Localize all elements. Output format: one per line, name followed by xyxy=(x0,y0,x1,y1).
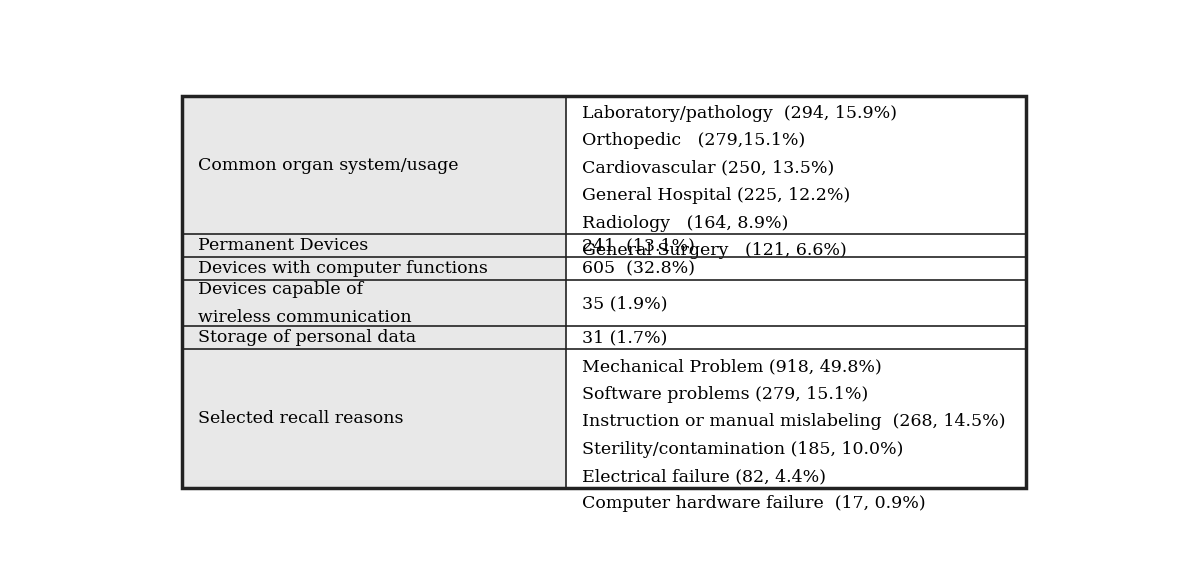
Text: Selected recall reasons: Selected recall reasons xyxy=(198,410,404,427)
Bar xyxy=(565,257,1026,280)
Text: Laboratory/pathology  (294, 15.9%)
Orthopedic   (279,15.1%)
Cardiovascular (250,: Laboratory/pathology (294, 15.9%) Orthop… xyxy=(582,105,898,259)
Bar xyxy=(565,350,1026,488)
Text: 31 (1.7%): 31 (1.7%) xyxy=(582,329,668,346)
Bar xyxy=(181,327,565,350)
Bar xyxy=(565,327,1026,350)
Bar xyxy=(565,234,1026,257)
Bar xyxy=(181,234,565,257)
Text: 241  (13.1%): 241 (13.1%) xyxy=(582,238,695,254)
Text: 605  (32.8%): 605 (32.8%) xyxy=(582,260,695,277)
Bar xyxy=(565,96,1026,234)
Bar xyxy=(181,280,565,327)
Bar xyxy=(181,96,1026,488)
Text: Permanent Devices: Permanent Devices xyxy=(198,238,369,254)
Bar xyxy=(181,350,565,488)
Text: Devices with computer functions: Devices with computer functions xyxy=(198,260,488,277)
Text: 35 (1.9%): 35 (1.9%) xyxy=(582,295,668,312)
Bar xyxy=(565,280,1026,327)
Text: Mechanical Problem (918, 49.8%)
Software problems (279, 15.1%)
Instruction or ma: Mechanical Problem (918, 49.8%) Software… xyxy=(582,358,1006,512)
Text: Devices capable of
wireless communication: Devices capable of wireless communicatio… xyxy=(198,281,412,325)
Text: Common organ system/usage: Common organ system/usage xyxy=(198,157,459,173)
Bar xyxy=(181,96,565,234)
Bar xyxy=(181,257,565,280)
Text: Storage of personal data: Storage of personal data xyxy=(198,329,417,346)
